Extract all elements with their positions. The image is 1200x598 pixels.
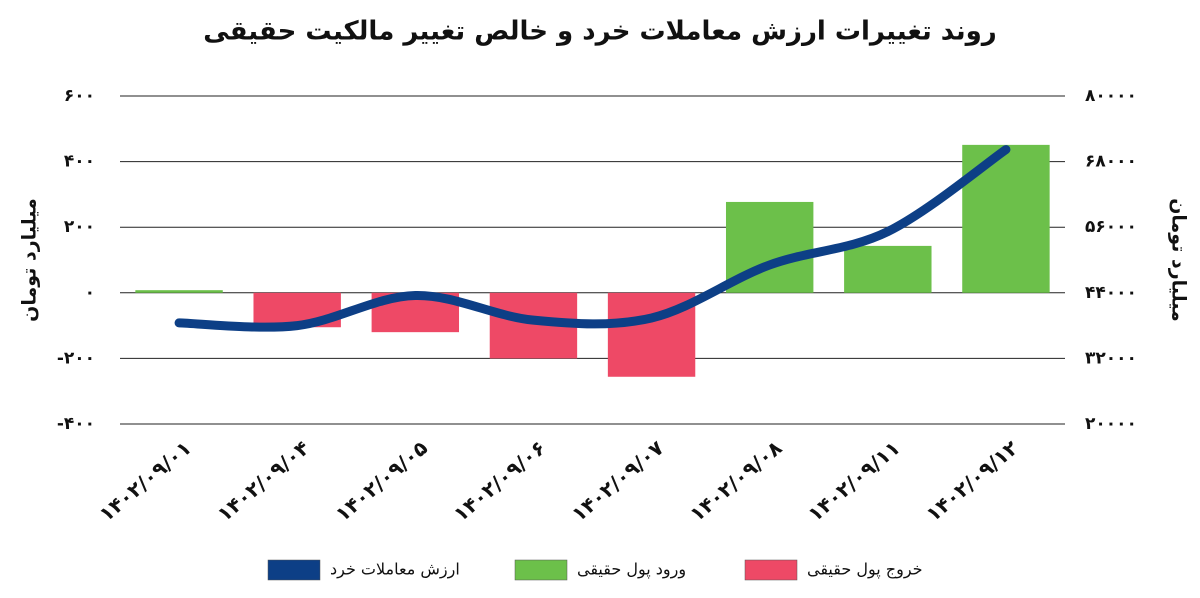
y2-tick-label: ۵۶۰۰۰ xyxy=(1085,217,1137,237)
legend-item: ورود پول حقیقی xyxy=(514,559,686,581)
x-tick-label: ۱۴۰۲/۰۹/۰۱ xyxy=(94,436,195,527)
bar xyxy=(844,245,932,293)
y2-axis-title: میلیارد تومان xyxy=(1168,198,1190,322)
legend-label: ارزش معاملات خرد xyxy=(330,560,460,580)
y-axis-title: میلیارد تومان xyxy=(19,198,41,322)
legend-swatch xyxy=(514,559,568,581)
x-tick-label: ۱۴۰۲/۰۹/۱۱ xyxy=(803,436,904,527)
y2-tick-label: ۸۰۰۰۰ xyxy=(1085,86,1137,106)
y-tick-label: ۴۰۰ xyxy=(64,152,95,172)
x-tick-label: ۱۴۰۲/۰۹/۱۲ xyxy=(921,436,1022,527)
y2-tick-label: ۶۸۰۰۰ xyxy=(1085,152,1137,172)
legend-label: ورود پول حقیقی xyxy=(577,560,686,580)
line xyxy=(174,145,1011,332)
legend-item: ارزش معاملات خرد xyxy=(267,559,460,581)
chart-title: روند تغییرات ارزش معاملات خرد و خالص تغی… xyxy=(203,17,996,47)
x-tick-label: ۱۴۰۲/۰۹/۰۶ xyxy=(449,436,550,527)
y2-tick-label: ۴۴۰۰۰ xyxy=(1085,283,1137,303)
bar xyxy=(135,290,223,293)
y-tick-label: -۴۰۰ xyxy=(57,414,95,434)
x-tick-label: ۱۴۰۲/۰۹/۰۵ xyxy=(331,436,432,527)
legend-swatch xyxy=(744,559,798,581)
y-tick-label: ۶۰۰ xyxy=(64,86,95,106)
y-tick-label: -۲۰۰ xyxy=(57,348,95,368)
legend-item: خروج پول حقیقی xyxy=(744,559,923,581)
legend-swatch xyxy=(267,559,321,581)
y2-tick-label: ۲۰۰۰۰ xyxy=(1085,414,1137,434)
x-tick-label: ۱۴۰۲/۰۹/۰۸ xyxy=(685,436,786,527)
y-tick-label: ۲۰۰ xyxy=(64,217,95,237)
x-tick-label: ۱۴۰۲/۰۹/۰۴ xyxy=(213,436,314,527)
y-tick-label: ۰ xyxy=(85,283,95,303)
x-tick-label: ۱۴۰۲/۰۹/۰۷ xyxy=(567,436,668,527)
legend-label: خروج پول حقیقی xyxy=(807,560,923,580)
y2-tick-label: ۳۲۰۰۰ xyxy=(1085,348,1137,368)
